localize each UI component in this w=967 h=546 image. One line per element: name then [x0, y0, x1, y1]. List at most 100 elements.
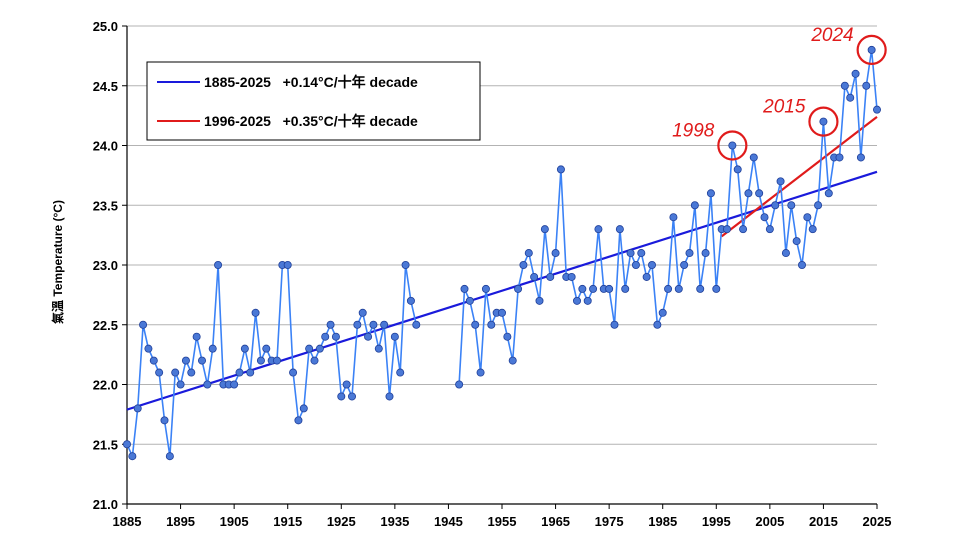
data-point: [374, 344, 383, 353]
x-tick-label: 1885: [113, 514, 142, 529]
data-point: [760, 213, 769, 222]
data-point: [664, 284, 673, 293]
data-point: [621, 284, 630, 293]
data-point: [573, 296, 582, 305]
y-tick-label: 25.0: [93, 19, 118, 34]
data-point: [181, 356, 190, 365]
x-tick-label: 1915: [273, 514, 302, 529]
annotation-circle: [717, 130, 748, 161]
data-point: [476, 368, 485, 377]
annotation-label: 2024: [810, 25, 853, 46]
x-tick-label: 2005: [755, 514, 784, 529]
data-point: [701, 249, 710, 258]
data-point: [556, 165, 565, 174]
data-point: [315, 344, 324, 353]
x-tick-label: 2015: [809, 514, 838, 529]
data-point: [139, 320, 148, 329]
legend-label-long-trend: 1885-2025 +0.14°C/十年 decade: [204, 74, 418, 90]
annotation-circle: [808, 106, 839, 137]
data-point: [342, 380, 351, 389]
data-point: [808, 225, 817, 234]
data-point: [347, 392, 356, 401]
series-line: [458, 49, 878, 385]
data-point: [776, 177, 785, 186]
data-point: [862, 81, 871, 90]
legend: 1885-2025 +0.14°C/十年 decade 1996-2025 +0…: [146, 61, 481, 141]
y-tick-label: 23.0: [93, 258, 118, 273]
data-point: [187, 368, 196, 377]
x-tick-label: 1945: [434, 514, 463, 529]
data-point: [594, 225, 603, 234]
data-point: [658, 308, 667, 317]
data-point: [835, 153, 844, 162]
data-point: [144, 344, 153, 353]
data-point: [208, 344, 217, 353]
data-point: [696, 284, 705, 293]
data-point: [123, 440, 132, 449]
data-point: [262, 344, 271, 353]
data-point: [567, 272, 576, 281]
data-point: [669, 213, 678, 222]
data-point: [455, 380, 464, 389]
data-point: [867, 45, 876, 54]
data-point: [514, 284, 523, 293]
data-point: [706, 189, 715, 198]
data-point: [690, 201, 699, 210]
data-point: [299, 404, 308, 413]
data-point: [824, 189, 833, 198]
data-point: [803, 213, 812, 222]
data-point: [680, 260, 689, 269]
data-point: [540, 225, 549, 234]
data-point: [749, 153, 758, 162]
data-point: [814, 201, 823, 210]
axes: [122, 25, 878, 509]
data-point: [739, 225, 748, 234]
data-point: [840, 81, 849, 90]
data-point: [160, 416, 169, 425]
data-point: [615, 225, 624, 234]
data-point: [519, 260, 528, 269]
data-point: [251, 308, 260, 317]
data-point: [589, 284, 598, 293]
annotation-label: 2015: [762, 97, 806, 118]
data-point: [246, 368, 255, 377]
x-tick-label: 1935: [380, 514, 409, 529]
data-point: [755, 189, 764, 198]
data-point: [176, 380, 185, 389]
data-point: [465, 296, 474, 305]
data-point: [583, 296, 592, 305]
data-point: [256, 356, 265, 365]
data-point: [781, 249, 790, 258]
y-tick-label: 24.5: [93, 79, 118, 94]
data-point: [214, 260, 223, 269]
data-point: [133, 404, 142, 413]
trendline-1996-2025: [720, 115, 878, 238]
data-point: [390, 332, 399, 341]
y-tick-label: 22.5: [93, 318, 118, 333]
legend-box: [146, 61, 481, 141]
data-point: [203, 380, 212, 389]
data-point: [712, 284, 721, 293]
data-point: [230, 380, 239, 389]
y-tick-label: 21.5: [93, 437, 118, 452]
x-tick-label: 1905: [220, 514, 249, 529]
data-point: [723, 225, 732, 234]
data-point: [508, 356, 517, 365]
x-tick-label: 2025: [863, 514, 892, 529]
x-tick-label: 1925: [327, 514, 356, 529]
annotation-label: 1998: [672, 121, 715, 142]
y-tick-label: 23.5: [93, 198, 118, 213]
data-point: [149, 356, 158, 365]
data-point: [524, 249, 533, 258]
y-tick-label: 22.0: [93, 378, 118, 393]
data-point: [503, 332, 512, 341]
data-point: [385, 392, 394, 401]
trendlines: [126, 115, 878, 411]
data-point: [605, 284, 614, 293]
data-point: [235, 368, 244, 377]
x-tick-labels: 1885 1895 1905 1915 1925 1935 1945 1955 1965 1975…: [113, 514, 892, 529]
data-point: [674, 284, 683, 293]
data-point: [733, 165, 742, 174]
data-point: [728, 141, 737, 150]
